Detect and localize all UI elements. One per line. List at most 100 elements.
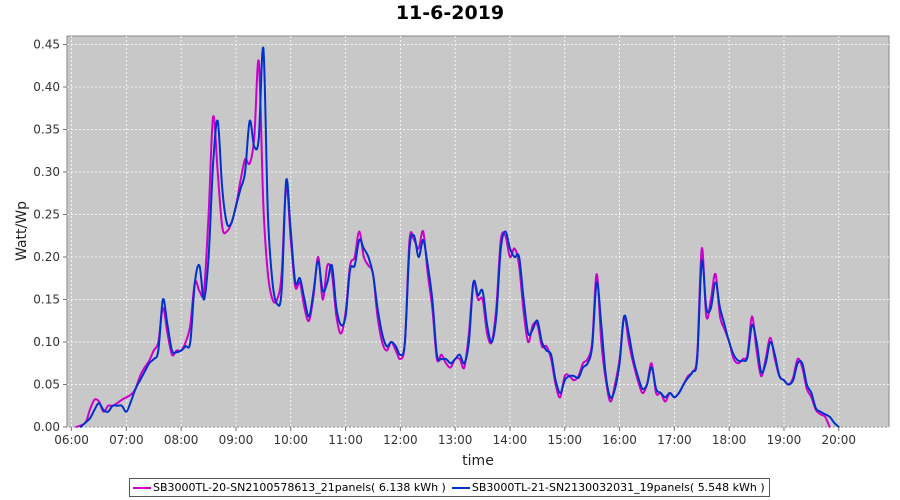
data-point-series-2 (751, 324, 753, 326)
data-point-series-2 (454, 358, 457, 360)
data-point-series-2 (746, 356, 749, 359)
data-point-series-1 (582, 362, 584, 365)
data-point-series-1 (700, 247, 703, 250)
data-point-series-1 (203, 290, 205, 292)
data-point-series-1 (641, 392, 644, 394)
data-point-series-2 (413, 234, 415, 237)
data-point-series-1 (303, 307, 306, 309)
data-point-series-2 (714, 281, 717, 284)
plot-area (66, 35, 890, 428)
data-point-series-2 (668, 392, 671, 394)
data-point-series-2 (303, 298, 306, 301)
data-point-series-2 (737, 359, 740, 362)
legend-label-series-1: SB3000TL-20-SN2100578613_21panels( 6.138… (153, 481, 446, 494)
data-point-series-1 (317, 256, 320, 258)
data-point-series-2 (828, 415, 831, 418)
data-point-series-2 (404, 341, 406, 343)
data-point-series-2 (107, 410, 109, 413)
data-point-series-2 (723, 324, 726, 326)
data-point-series-1 (751, 315, 753, 318)
data-point-series-2 (582, 366, 584, 369)
data-point-series-2 (614, 387, 616, 390)
data-point-series-2 (636, 375, 639, 377)
data-point-series-1 (732, 358, 735, 360)
data-point-series-1 (130, 393, 132, 396)
data-point-series-1 (819, 413, 822, 416)
data-point-series-2 (102, 409, 105, 411)
data-point-series-1 (212, 115, 215, 118)
data-point-series-1 (262, 205, 265, 207)
data-point-series-2 (294, 281, 297, 284)
data-point-series-2 (335, 307, 338, 309)
data-point-series-2 (605, 375, 607, 377)
data-point-series-1 (198, 290, 201, 292)
data-point-series-1 (148, 359, 151, 362)
y-tick-label: 0.15 (33, 293, 60, 307)
data-point-series-1 (705, 315, 708, 318)
grid-lines (67, 36, 889, 428)
data-point-series-2 (130, 400, 132, 403)
y-tick-label: 0.45 (33, 38, 60, 52)
x-tick-label: 19:00 (767, 433, 802, 447)
data-point-series-2 (527, 332, 530, 335)
data-point-series-2 (710, 307, 712, 309)
data-point-series-1 (486, 332, 488, 335)
y-tick-label: 0.05 (33, 378, 60, 392)
data-point-series-1 (175, 349, 178, 352)
data-point-series-1 (650, 362, 653, 365)
data-point-series-1 (458, 358, 461, 360)
data-point-series-2 (700, 260, 703, 263)
data-point-series-2 (408, 247, 411, 250)
legend: SB3000TL-20-SN2100578613_21panels( 6.138… (129, 478, 770, 497)
data-point-series-2 (815, 407, 817, 410)
data-point-series-2 (367, 256, 370, 258)
data-point-series-2 (650, 366, 653, 369)
data-point-series-1 (664, 400, 667, 403)
data-point-series-2 (796, 362, 799, 365)
data-point-series-2 (312, 290, 315, 292)
data-point-series-2 (659, 392, 662, 394)
data-point-series-2 (609, 396, 612, 399)
data-point-series-2 (764, 362, 767, 365)
data-point-series-2 (705, 307, 708, 309)
data-point-series-1 (88, 409, 91, 411)
data-point-series-2 (440, 358, 443, 360)
data-point-series-2 (230, 222, 233, 224)
data-point-series-1 (207, 213, 210, 216)
data-point-series-2 (308, 315, 310, 318)
data-point-series-1 (719, 315, 721, 318)
data-point-series-2 (376, 307, 379, 309)
data-point-series-2 (207, 256, 210, 258)
data-point-series-2 (84, 421, 87, 424)
data-point-series-1 (513, 247, 516, 250)
data-point-series-2 (244, 171, 247, 173)
data-point-series-2 (285, 179, 288, 182)
data-point-series-2 (148, 362, 151, 365)
data-point-series-2 (477, 294, 479, 297)
data-point-series-2 (166, 324, 169, 326)
data-point-series-2 (536, 319, 539, 322)
data-point-series-2 (271, 281, 274, 284)
legend-swatch-series-2 (451, 486, 470, 489)
data-point-series-2 (235, 205, 237, 207)
data-point-series-2 (792, 379, 794, 382)
legend-item-series-1: SB3000TL-20-SN2100578613_21panels( 6.138… (133, 481, 446, 494)
data-point-series-1 (422, 230, 425, 233)
data-point-series-1 (308, 319, 310, 322)
data-point-series-1 (595, 273, 598, 275)
data-point-series-2 (755, 341, 758, 343)
data-point-series-1 (531, 324, 534, 326)
y-tick-label: 0.00 (33, 420, 60, 434)
x-tick-label: 13:00 (438, 433, 473, 447)
data-point-series-2 (682, 383, 685, 386)
data-point-series-1 (152, 349, 155, 352)
data-point-series-1 (828, 426, 831, 428)
data-point-series-2 (678, 392, 680, 394)
data-point-series-2 (833, 421, 836, 424)
data-point-series-1 (609, 400, 612, 403)
data-point-series-2 (152, 358, 155, 360)
data-point-series-2 (390, 341, 393, 343)
y-tick-label: 0.20 (33, 250, 60, 264)
data-point-series-2 (691, 370, 694, 373)
data-point-series-1 (760, 375, 762, 377)
